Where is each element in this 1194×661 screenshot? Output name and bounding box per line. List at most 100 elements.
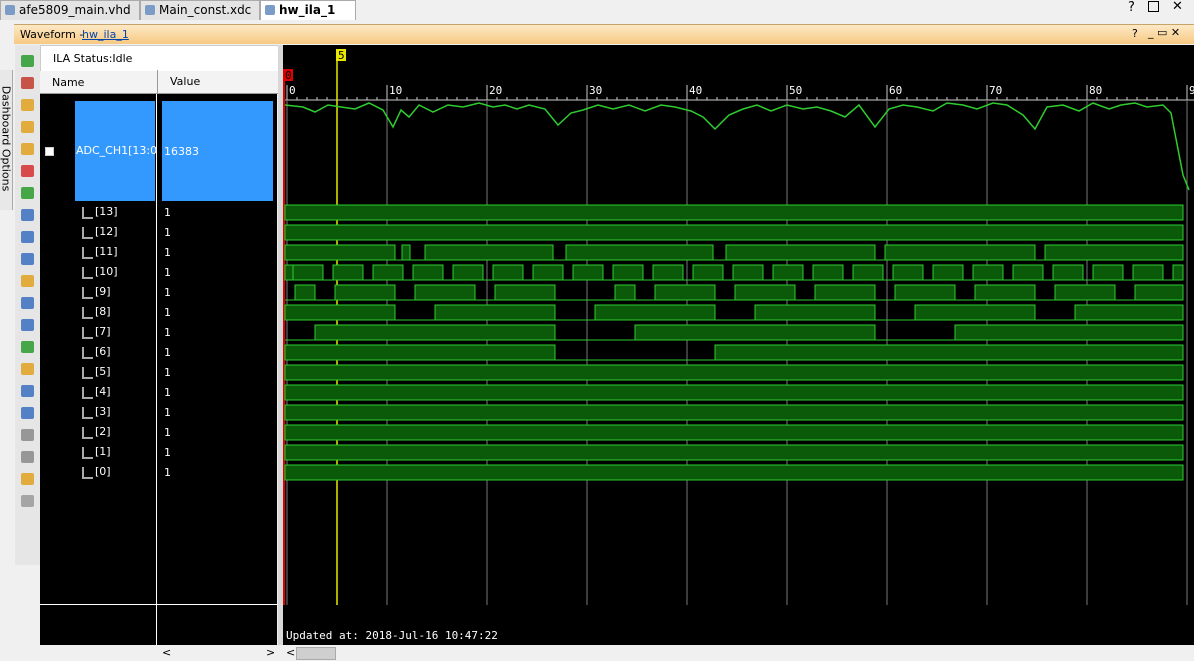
bus-name: ADC_CH1[13:0] bbox=[76, 144, 162, 157]
toolbar-button[interactable] bbox=[21, 165, 34, 177]
toolbar-button[interactable] bbox=[21, 429, 34, 441]
toolbar-button[interactable] bbox=[21, 143, 34, 155]
divider bbox=[40, 604, 278, 605]
signal-value: 1 bbox=[164, 406, 171, 419]
splitter[interactable] bbox=[278, 45, 283, 645]
tab[interactable]: afe5809_main.vhd bbox=[0, 0, 140, 20]
signal-value: 1 bbox=[164, 246, 171, 259]
signal-high bbox=[892, 264, 924, 281]
scroll-left[interactable]: < bbox=[286, 646, 296, 659]
help-button[interactable]: ? bbox=[1132, 27, 1138, 40]
signal-high bbox=[914, 304, 1036, 321]
toolbar-button[interactable] bbox=[21, 253, 34, 265]
signal-high bbox=[852, 264, 884, 281]
expand-toggle[interactable] bbox=[45, 147, 54, 156]
signal-name: [4] bbox=[95, 385, 111, 398]
signal-high bbox=[974, 284, 1036, 301]
signal-high bbox=[284, 224, 1184, 241]
signal-high bbox=[594, 304, 716, 321]
close-button[interactable]: ✕ bbox=[1172, 0, 1183, 14]
signal-name: [7] bbox=[95, 325, 111, 338]
toolbar-button[interactable] bbox=[21, 341, 34, 353]
signal-high bbox=[1012, 264, 1044, 281]
signal-high bbox=[772, 264, 804, 281]
signal-high bbox=[314, 324, 556, 341]
signal-high bbox=[284, 444, 1184, 461]
value-panel: 16383 1 1 1 1 1 1 1 1 1 1 1 1 1 1 bbox=[157, 94, 277, 645]
signal-icon bbox=[82, 387, 93, 399]
toolbar-button[interactable] bbox=[21, 55, 34, 67]
signal-icon bbox=[82, 467, 93, 479]
bus-value-highlight bbox=[162, 101, 273, 201]
toolbar-button[interactable] bbox=[21, 209, 34, 221]
signal-icon bbox=[82, 207, 93, 219]
ruler-label: 80 bbox=[1089, 84, 1102, 97]
scroll-thumb[interactable] bbox=[296, 647, 336, 660]
signal-high bbox=[372, 264, 404, 281]
toolbar-button[interactable] bbox=[21, 495, 34, 507]
window-controls[interactable]: _ ▭ ✕ bbox=[1148, 26, 1181, 39]
maximize-button[interactable] bbox=[1148, 1, 1159, 12]
status: ILA Status:Idle bbox=[53, 52, 133, 65]
signal-name: [8] bbox=[95, 305, 111, 318]
divider bbox=[156, 94, 157, 645]
marker-label: 0 bbox=[285, 69, 292, 82]
toolbar-button[interactable] bbox=[21, 451, 34, 463]
signal-high bbox=[424, 244, 554, 261]
toolbar-button[interactable] bbox=[21, 473, 34, 485]
ruler-label: 90 bbox=[1189, 84, 1194, 97]
signal-high bbox=[894, 284, 956, 301]
side-tab[interactable]: Dashboard Options bbox=[0, 85, 13, 192]
signal-high bbox=[654, 284, 716, 301]
toolbar-button[interactable] bbox=[21, 99, 34, 111]
signal-high bbox=[1172, 264, 1184, 281]
toolbar-button[interactable] bbox=[21, 319, 34, 331]
signal-value: 1 bbox=[164, 286, 171, 299]
column-header: Name Value bbox=[40, 70, 278, 94]
panel-link[interactable]: hw_ila_1 bbox=[82, 28, 129, 41]
toolbar-button[interactable] bbox=[21, 121, 34, 133]
signal-high bbox=[332, 264, 364, 281]
signal-high bbox=[532, 264, 564, 281]
tab[interactable]: Main_const.xdc bbox=[140, 0, 260, 20]
toolbar-button[interactable] bbox=[21, 275, 34, 287]
signal-high bbox=[294, 284, 316, 301]
scroll-right[interactable]: > bbox=[266, 646, 276, 659]
signal-high bbox=[652, 264, 684, 281]
signal-value: 1 bbox=[164, 266, 171, 279]
ruler-label: 50 bbox=[789, 84, 802, 97]
marker-label: 5 bbox=[338, 49, 345, 62]
ruler-label: 60 bbox=[889, 84, 902, 97]
signal-high bbox=[1134, 284, 1184, 301]
signal-high bbox=[1044, 244, 1184, 261]
toolbar-button[interactable] bbox=[21, 407, 34, 419]
status-bar: ILA Status:Idle bbox=[40, 45, 280, 72]
signal-high bbox=[414, 284, 476, 301]
signal-high bbox=[1092, 264, 1124, 281]
signal-value: 1 bbox=[164, 386, 171, 399]
signal-high bbox=[612, 264, 644, 281]
signal-value: 1 bbox=[164, 326, 171, 339]
signal-high bbox=[284, 464, 1184, 481]
signal-high bbox=[412, 264, 444, 281]
toolbar-button[interactable] bbox=[21, 77, 34, 89]
signal-high bbox=[334, 284, 396, 301]
toolbar-button[interactable] bbox=[21, 363, 34, 375]
signal-icon bbox=[82, 287, 93, 299]
toolbar-button[interactable] bbox=[21, 297, 34, 309]
scroll-left[interactable]: < bbox=[162, 646, 172, 659]
signal-icon bbox=[82, 307, 93, 319]
help-button[interactable]: ? bbox=[1128, 0, 1135, 15]
signal-name: [1] bbox=[95, 445, 111, 458]
signal-high bbox=[814, 284, 876, 301]
toolbar-button[interactable] bbox=[21, 187, 34, 199]
toolbar-button[interactable] bbox=[21, 231, 34, 243]
ruler-label: 10 bbox=[389, 84, 402, 97]
tab[interactable]: hw_ila_1 bbox=[260, 0, 356, 20]
marker-flag bbox=[336, 49, 346, 61]
signal-icon bbox=[82, 367, 93, 379]
signal-high bbox=[494, 284, 556, 301]
signal-high bbox=[725, 244, 876, 261]
toolbar-button[interactable] bbox=[21, 385, 34, 397]
